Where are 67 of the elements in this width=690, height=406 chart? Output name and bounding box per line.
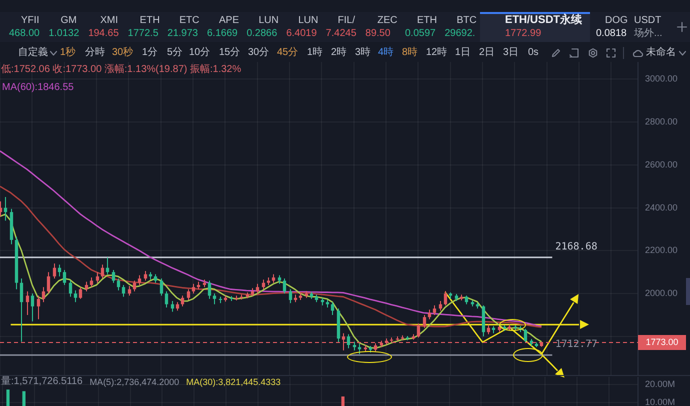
text: 15分: [219, 47, 240, 59]
y-tick-label: 2600.00: [645, 159, 678, 170]
text: ETH/USDT永续: [505, 14, 582, 28]
text: 194.65: [88, 28, 119, 40]
y-tick-label: 2200.00: [645, 245, 678, 256]
text: ZEC: [377, 15, 398, 27]
text: 分時: [85, 47, 105, 59]
text: 1日: [455, 47, 471, 59]
text: 8時: [402, 47, 418, 59]
text: 7.4245: [326, 28, 356, 40]
text: 0.0818: [596, 28, 627, 40]
text: 89.50: [365, 28, 390, 40]
text: 1.0132: [48, 28, 80, 40]
text: ETC: [179, 15, 200, 27]
text: 1秒: [60, 47, 76, 59]
y-tick-label: 3000.00: [645, 74, 678, 84]
text: MA(60):1846.55: [2, 82, 74, 93]
text: 场外...: [634, 28, 662, 40]
text: 29692.: [444, 28, 476, 40]
text: 30秒: [112, 47, 134, 59]
text: 6.1669: [207, 28, 238, 40]
text: 12時: [426, 47, 448, 59]
text: 45分: [277, 47, 298, 59]
text: LUN: [258, 15, 279, 27]
text: 未命名: [646, 47, 676, 59]
text: ETH: [140, 15, 160, 27]
y-tick-label: 2400.00: [645, 202, 678, 212]
text: XMI: [100, 15, 118, 27]
text: USDT: [634, 15, 662, 27]
text: BTC: [456, 15, 477, 27]
annotation: MA(5):2,736,474.2000: [90, 376, 180, 388]
text: 1分: [142, 47, 158, 59]
text: LUN: [298, 15, 318, 27]
text: 0s: [528, 47, 539, 59]
text: 468.00: [9, 28, 40, 40]
text: 0.2866: [246, 28, 278, 40]
y-tick-label: 20.00M: [645, 378, 676, 389]
text: 2日: [479, 47, 495, 59]
text: APE: [219, 15, 240, 27]
annotation: 量:1,571,726.5116: [1, 376, 83, 388]
text: 6.4019: [286, 28, 317, 40]
text: DOG: [605, 15, 628, 27]
y-tick-label: 2800.00: [645, 116, 678, 127]
y-tick-label: 10.00M: [645, 396, 676, 406]
annotation: MA(30):3,821,445.4333: [186, 376, 281, 388]
text: ETH: [417, 15, 437, 27]
text: 自定義: [18, 47, 48, 59]
text: 30分: [248, 47, 270, 59]
text: FIL/: [338, 15, 356, 27]
text: 1時: [307, 47, 323, 59]
text: 1772.99: [505, 28, 542, 40]
text: 10分: [189, 47, 210, 59]
data-label: 1712.77: [555, 339, 598, 350]
text: 21.973: [167, 28, 198, 40]
text: 3時: [355, 47, 371, 59]
text: 3日: [503, 47, 519, 59]
text: 4時: [378, 47, 394, 59]
text: YFII: [21, 15, 40, 27]
text: 5分: [167, 47, 183, 59]
text: GM: [60, 15, 77, 27]
ref-line-label: 1773.00: [646, 336, 678, 347]
text: 2時: [331, 47, 347, 59]
text: 0.0597: [405, 28, 436, 40]
annotation: 低:1752.06 收:1773.00 漲幅:1.13%(19.87) 振幅:1.32%: [1, 64, 242, 76]
y-tick-label: 2000.00: [645, 288, 678, 298]
text: 1772.5: [128, 28, 158, 40]
data-label: 2168.68: [555, 241, 598, 252]
